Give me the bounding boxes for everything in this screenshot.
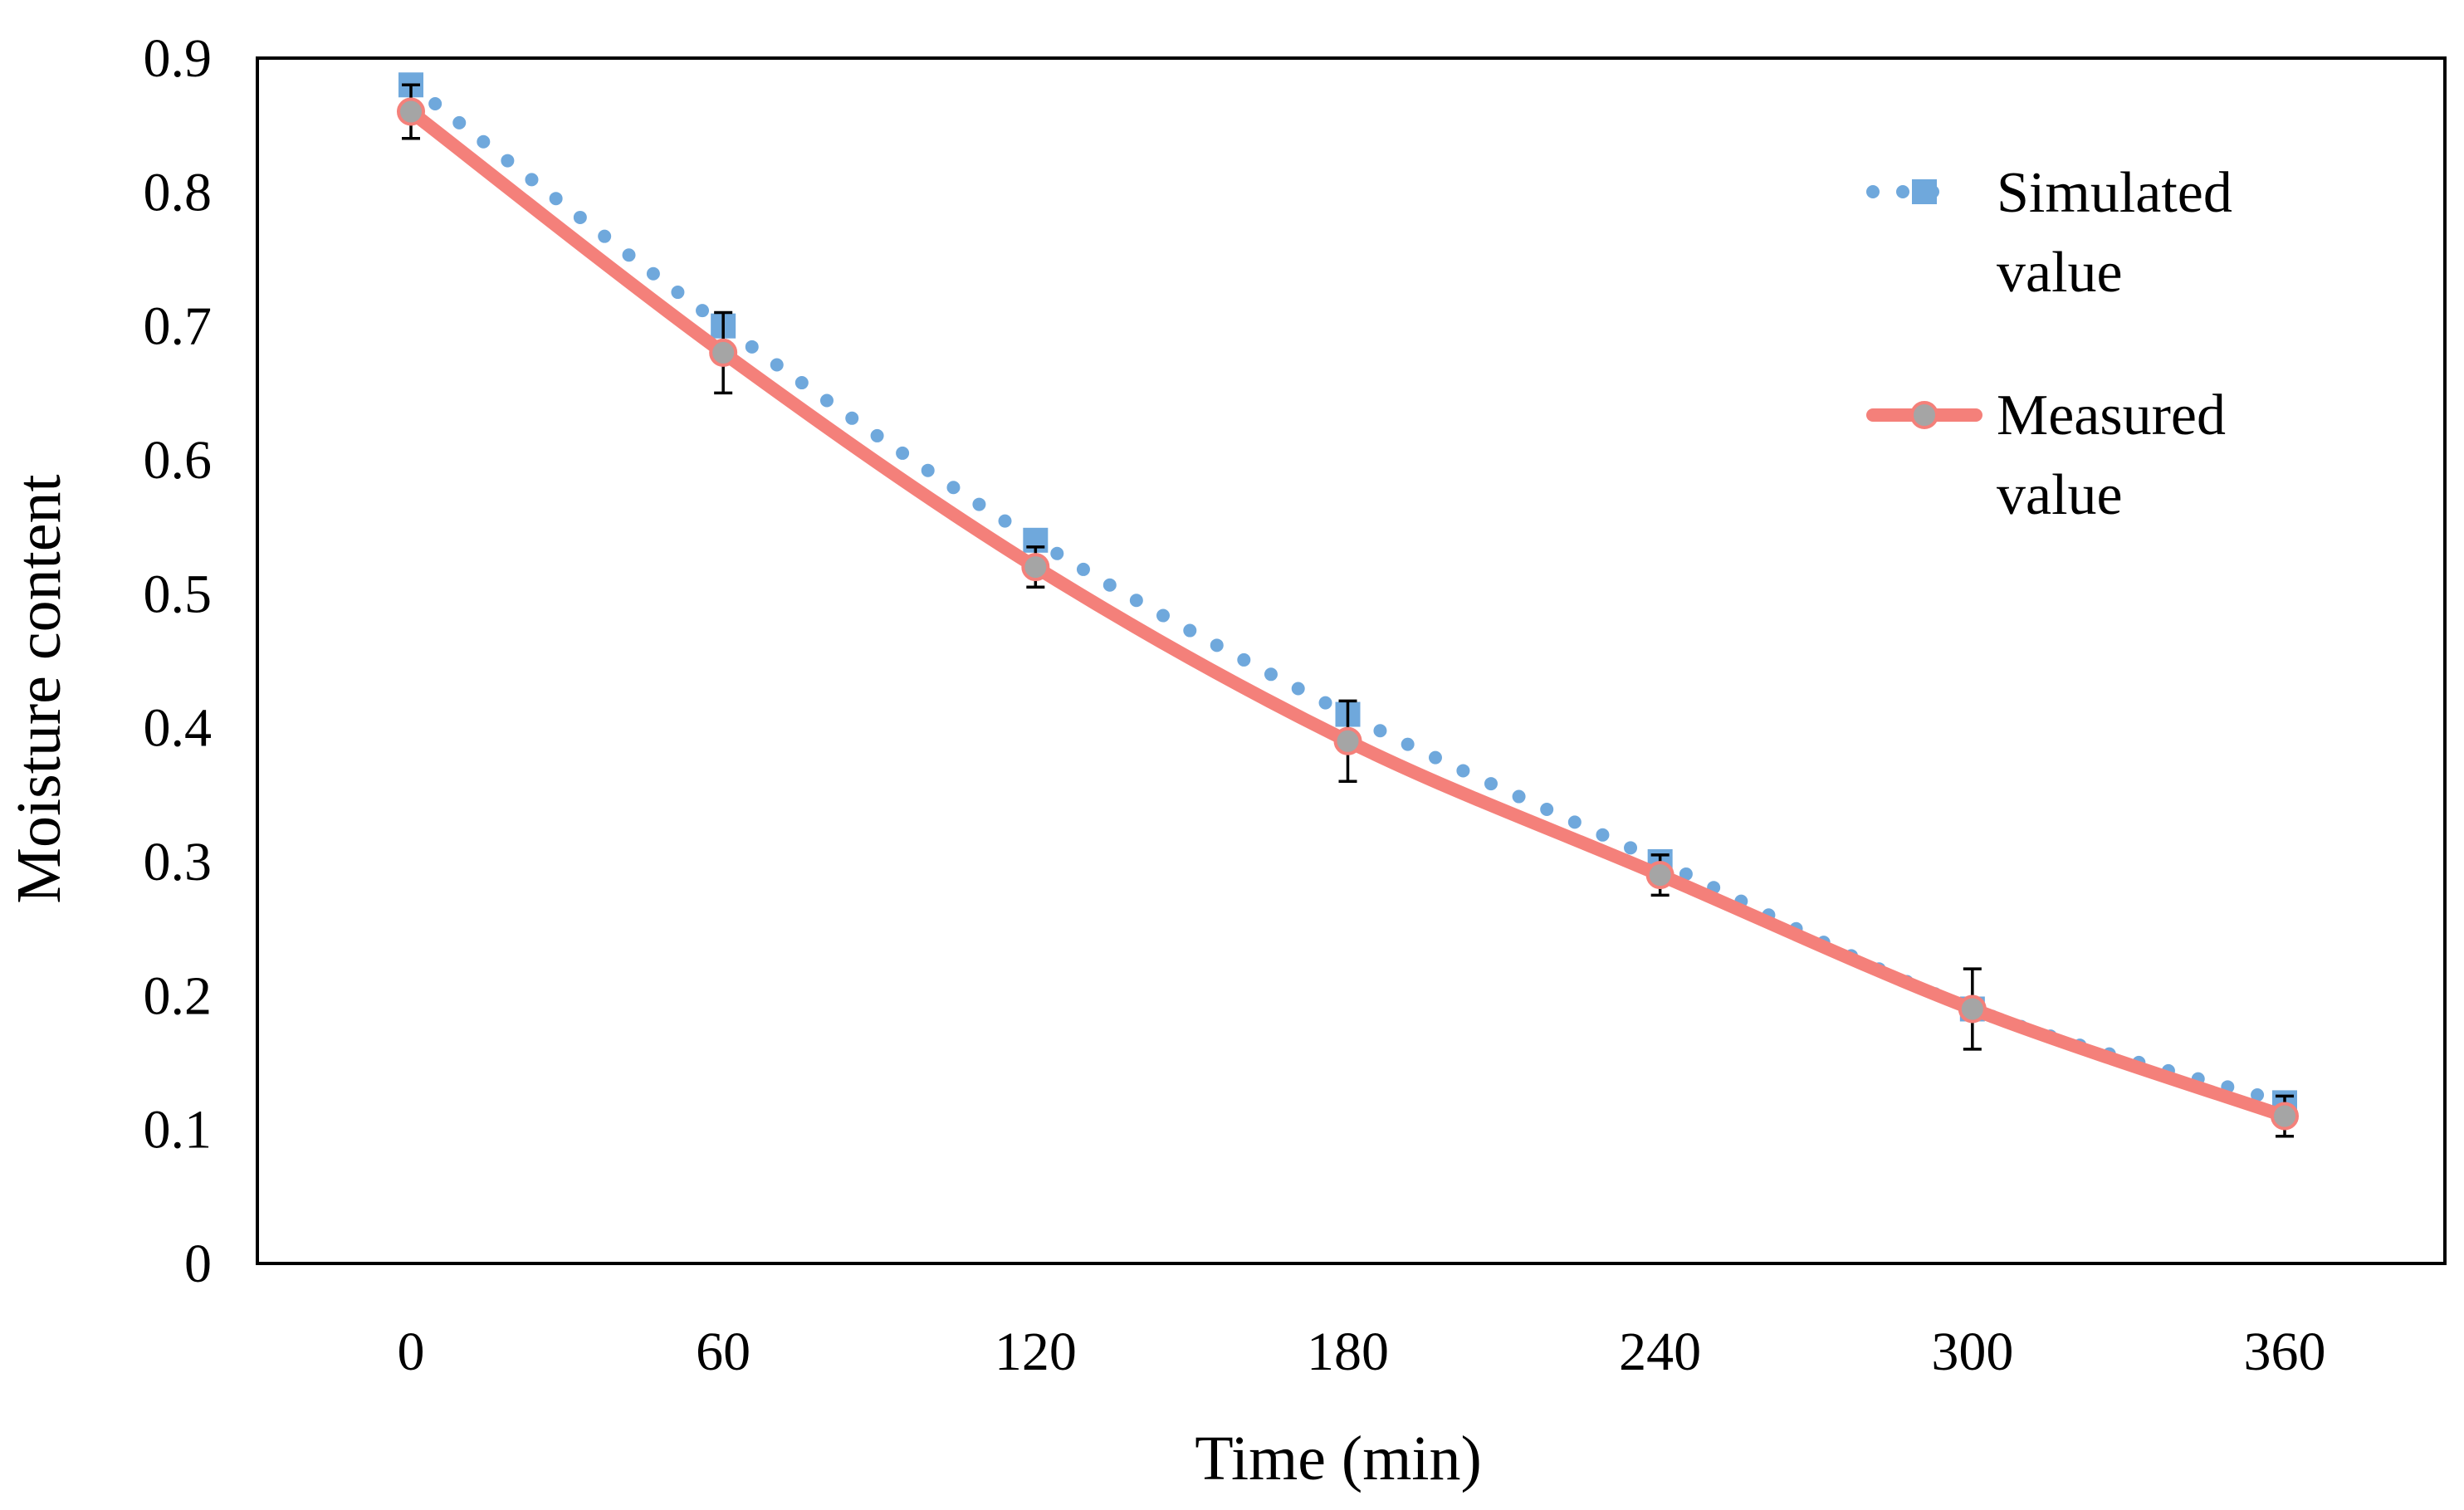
plot-area-frame — [256, 56, 2447, 1265]
x-tick-label: 180 — [1307, 1322, 1389, 1382]
x-tick-label: 240 — [1619, 1322, 1701, 1382]
x-tick-label: 300 — [1931, 1322, 2013, 1382]
x-tick-label: 0 — [398, 1322, 425, 1382]
point-measured — [2271, 1102, 2299, 1131]
y-tick-label: 0.6 — [144, 430, 213, 491]
y-tick-label: 0.3 — [144, 832, 213, 892]
y-axis-title: Moisture content — [4, 474, 74, 903]
point-measured — [1958, 994, 1987, 1024]
legend-label-simulated: value — [1997, 241, 2123, 305]
y-tick-label: 0.4 — [144, 698, 213, 759]
legend: Simulated value Measured value — [1866, 161, 2232, 527]
point-measured — [709, 338, 738, 367]
y-tick-label: 0.9 — [144, 28, 213, 89]
legend-marker-measured — [1910, 401, 1938, 429]
y-tick-label: 0 — [184, 1234, 212, 1294]
x-tick-label: 60 — [696, 1322, 750, 1382]
legend-entry-simulated: Simulated value — [1866, 161, 2232, 305]
legend-label-measured: value — [1997, 463, 2123, 527]
legend-entry-measured: Measured value — [1866, 384, 2226, 527]
y-tick-label: 0.1 — [144, 1100, 213, 1161]
point-measured — [397, 97, 425, 126]
legend-dot-simulated — [1896, 185, 1909, 198]
point-measured — [1645, 861, 1674, 890]
legend-dot-simulated — [1866, 185, 1880, 198]
y-tick-label: 0.7 — [144, 296, 213, 357]
x-tick-label: 120 — [995, 1322, 1077, 1382]
legend-label-measured: Measured — [1997, 384, 2226, 447]
legend-label-simulated: Simulated — [1997, 161, 2232, 225]
series-line-simulated — [404, 78, 2291, 1110]
point-measured — [1333, 726, 1362, 755]
y-tick-label: 0.5 — [144, 564, 213, 624]
x-axis-title: Time (min) — [1195, 1424, 1482, 1493]
legend-marker-simulated — [1912, 179, 1937, 204]
y-tick-label: 0.8 — [144, 162, 213, 222]
x-tick-label: 360 — [2244, 1322, 2326, 1382]
point-measured — [1021, 553, 1050, 582]
y-tick-label: 0.2 — [144, 965, 213, 1026]
